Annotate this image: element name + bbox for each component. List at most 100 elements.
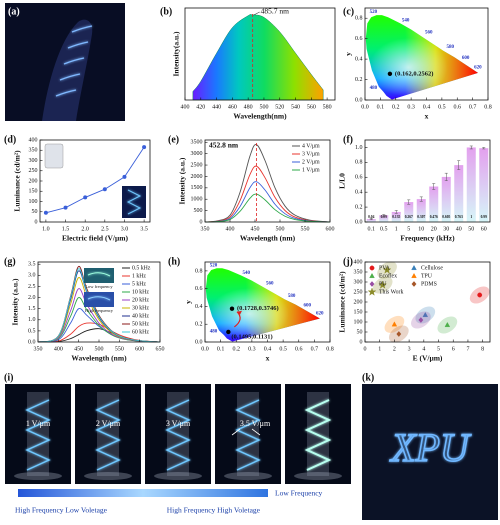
y-tick-label: 350 <box>354 269 363 275</box>
x-tick-label: 450 <box>251 226 260 232</box>
chart-area: 485.7 nm <box>192 7 324 101</box>
plot-frame <box>204 139 331 223</box>
bar <box>454 165 464 222</box>
panel-label: (h) <box>168 256 180 267</box>
cie-locus <box>365 15 479 100</box>
y-tick-label: 0 <box>35 219 38 225</box>
gradient-bar <box>18 489 268 497</box>
y-tick-label: 3.0 <box>28 273 36 279</box>
y-tick-label: 0.0 <box>28 339 36 345</box>
y-tick-label: 500 <box>194 208 203 214</box>
y-tick-label: 2000 <box>191 174 203 180</box>
marker <box>102 187 107 192</box>
caption: 3 V/μm <box>166 419 191 428</box>
x-tick-label: 400 <box>54 346 63 352</box>
y-tick-label: 350 <box>29 148 38 154</box>
x-axis-label: E (V/μm) <box>413 354 443 363</box>
series-line <box>37 322 161 343</box>
x-axis-label: Wavelength(nm) <box>233 112 287 121</box>
panel-label: (a) <box>8 6 20 17</box>
y-tick-label: 300 <box>354 279 363 285</box>
legend-label: 0.5 kHz <box>132 265 151 271</box>
point-label: (0.162,0.2562) <box>395 70 433 77</box>
locus-label: 600 <box>303 304 311 309</box>
x-tick-label: 40 <box>456 226 462 232</box>
value-label: 0.307 <box>417 215 425 219</box>
error-bar <box>407 199 411 205</box>
value-label: 1 <box>470 215 472 219</box>
x-tick-label: 350 <box>34 346 43 352</box>
marker <box>43 210 48 215</box>
x-axis-label: x <box>425 112 429 121</box>
locus-label: 540 <box>243 271 251 276</box>
legend-label: 1 V/μm <box>302 167 320 173</box>
finger <box>42 19 93 121</box>
x-tick-label: 0.8 <box>484 104 492 110</box>
legend-label: 3 V/μm <box>302 151 320 157</box>
legend-label: This Work <box>379 289 403 295</box>
x-tick-label: 0.6 <box>454 104 462 110</box>
marker <box>382 265 392 274</box>
bar-label: High Frequency Low Voletage <box>15 506 108 515</box>
legend-label: 1 kHz <box>132 273 146 279</box>
bar <box>479 148 489 222</box>
x-tick-label: 3.5 <box>140 226 148 232</box>
x-tick-label: 2.5 <box>101 226 109 232</box>
x-tick-label: 560 <box>307 104 316 110</box>
x-tick-label: 3 <box>408 346 411 352</box>
y-tick-label: 1000 <box>191 197 203 203</box>
marker <box>369 281 375 287</box>
series-line <box>204 193 331 223</box>
panel-label: (f) <box>343 134 353 145</box>
x-tick-label: 520 <box>275 104 284 110</box>
bar <box>391 211 401 222</box>
locus-label: 480 <box>210 329 218 334</box>
y-tick-label: 0.2 <box>355 77 363 83</box>
legend-label: PU <box>379 281 387 287</box>
locus-label: 540 <box>402 18 410 23</box>
cylinder-base <box>294 472 342 480</box>
y-tick-label: 0.0 <box>355 97 363 103</box>
x-tick-label: 0.5 <box>380 226 388 232</box>
bar-label: High Frequency High Voletage <box>167 506 261 515</box>
x-tick-label: 500 <box>276 226 285 232</box>
y-tick-label: 3000 <box>191 151 203 157</box>
locus-label: 600 <box>462 56 470 61</box>
y-tick-label: 1.5 <box>28 306 36 312</box>
y-tick-label: 50 <box>32 209 38 215</box>
value-label: 0.605 <box>442 215 450 219</box>
y-axis-label: Luminance (cd/m²) <box>338 271 347 333</box>
marker <box>83 195 88 200</box>
series-line <box>204 165 331 223</box>
value-label: 0.135 <box>392 215 400 219</box>
plot-frame <box>364 139 491 223</box>
legend-label: 40 kHz <box>132 313 149 319</box>
y-axis-label: Luminance (cd/m²) <box>13 150 22 212</box>
x-tick-label: 10 <box>418 226 424 232</box>
error-bar <box>469 145 473 150</box>
value-label: 0.09 <box>381 215 387 219</box>
y-tick-label: 3500 <box>191 140 203 146</box>
x-tick-label: 20 <box>431 226 437 232</box>
y-tick-label: 200 <box>29 178 38 184</box>
marker <box>369 265 375 271</box>
chart-cie: 520 540 560 580 600 620 480 (0.162,0.2562) <box>365 10 482 100</box>
value-label: 0.99 <box>481 215 487 219</box>
legend-label: Cellulose <box>421 265 443 271</box>
panel-label: (k) <box>362 372 374 383</box>
x-tick-label: 0.4 <box>423 104 431 110</box>
y-tick-label: 1500 <box>191 185 203 191</box>
y-tick-label: 0.6 <box>195 286 203 292</box>
x-tick-label: 0.3 <box>407 104 415 110</box>
y-axis-label: Intensity(a.u.) <box>172 31 181 77</box>
value-label: 0.04 <box>368 215 374 219</box>
panel-label: (d) <box>4 134 16 145</box>
locus-label: 480 <box>370 86 378 91</box>
x-tick-label: 0.2 <box>392 104 400 110</box>
error-bar <box>482 147 486 150</box>
y-tick-label: 0.2 <box>195 322 203 328</box>
series-line <box>204 144 331 223</box>
y-tick-label: 3.5 <box>28 262 36 268</box>
bar <box>366 219 376 222</box>
caption: 3.5 V/μm <box>240 419 271 428</box>
